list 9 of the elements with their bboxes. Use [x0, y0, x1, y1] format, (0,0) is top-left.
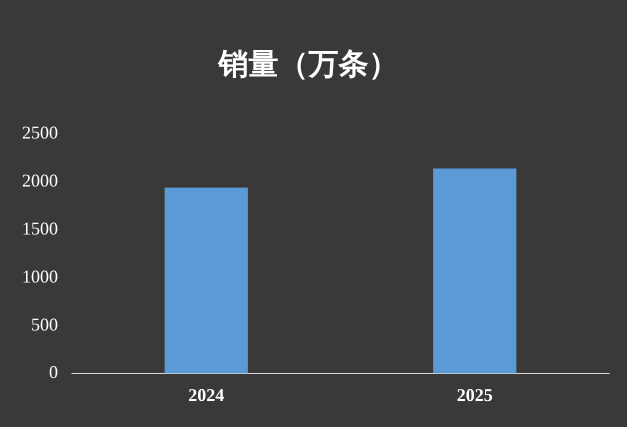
y-tick-label: 2000 — [22, 170, 58, 191]
y-tick-label: 500 — [31, 314, 58, 334]
y-tick-label: 1000 — [22, 266, 58, 286]
y-tick-label: 2500 — [22, 122, 58, 143]
y-tick-label: 0 — [49, 362, 58, 382]
chart-title: 销量（万条） — [216, 46, 398, 82]
x-tick-label: 2024 — [188, 384, 224, 405]
y-tick-label: 1500 — [22, 218, 58, 238]
x-tick-label: 2025 — [456, 384, 493, 405]
